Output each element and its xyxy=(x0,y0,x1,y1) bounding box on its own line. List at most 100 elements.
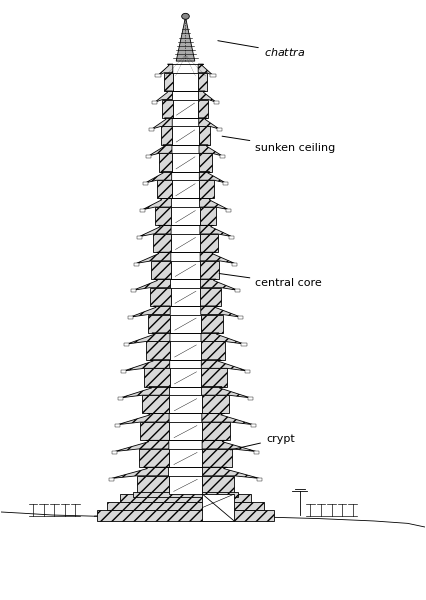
Polygon shape xyxy=(202,467,259,478)
Bar xyxy=(153,101,158,104)
Bar xyxy=(124,343,130,346)
Polygon shape xyxy=(139,226,171,236)
Bar xyxy=(201,368,227,386)
Bar xyxy=(141,422,169,440)
Polygon shape xyxy=(176,16,195,61)
Polygon shape xyxy=(201,279,238,290)
Bar xyxy=(235,289,240,292)
Bar xyxy=(109,478,114,481)
Bar xyxy=(242,343,247,346)
Bar xyxy=(150,287,170,306)
Polygon shape xyxy=(155,91,173,102)
Polygon shape xyxy=(118,413,169,425)
Text: central core: central core xyxy=(219,274,322,288)
Polygon shape xyxy=(202,413,253,425)
Polygon shape xyxy=(199,172,225,183)
Bar xyxy=(121,370,127,373)
Polygon shape xyxy=(112,467,169,478)
Bar xyxy=(202,494,234,521)
Bar xyxy=(201,341,225,360)
Bar xyxy=(213,101,219,104)
Bar xyxy=(142,395,170,413)
Polygon shape xyxy=(201,333,244,344)
Bar xyxy=(131,289,136,292)
Bar xyxy=(146,341,170,360)
Bar xyxy=(159,154,172,172)
Bar xyxy=(251,424,256,427)
Bar xyxy=(115,424,120,427)
Bar xyxy=(157,180,172,199)
Bar xyxy=(153,234,171,252)
Bar xyxy=(146,155,151,158)
Bar xyxy=(200,207,216,226)
Bar xyxy=(144,368,170,386)
Bar xyxy=(201,395,229,413)
Bar xyxy=(202,476,234,494)
Bar xyxy=(170,341,201,360)
Bar xyxy=(200,234,218,252)
Polygon shape xyxy=(130,306,170,317)
Text: crypt: crypt xyxy=(230,434,295,450)
Bar xyxy=(170,314,201,333)
Bar xyxy=(169,476,202,494)
Bar xyxy=(173,73,198,91)
Polygon shape xyxy=(149,145,172,156)
Bar xyxy=(210,74,216,77)
Bar xyxy=(169,449,202,467)
Bar xyxy=(149,128,154,131)
Polygon shape xyxy=(146,172,172,183)
Bar xyxy=(239,316,244,319)
Bar xyxy=(162,100,173,118)
Bar xyxy=(140,209,145,212)
Text: sunken ceiling: sunken ceiling xyxy=(222,136,336,153)
Bar xyxy=(172,154,199,172)
Bar xyxy=(226,209,231,212)
Polygon shape xyxy=(158,64,173,75)
Polygon shape xyxy=(200,226,232,236)
Bar xyxy=(200,261,219,279)
Bar xyxy=(137,236,142,239)
Polygon shape xyxy=(200,252,235,263)
Bar xyxy=(198,73,207,91)
Polygon shape xyxy=(115,440,169,452)
Bar xyxy=(201,314,223,333)
Bar xyxy=(171,261,200,279)
Bar xyxy=(172,180,199,199)
Bar xyxy=(143,182,148,185)
Bar xyxy=(164,73,173,91)
Polygon shape xyxy=(152,118,172,129)
Bar xyxy=(161,127,172,145)
Polygon shape xyxy=(199,118,219,129)
Bar xyxy=(120,494,251,502)
Bar xyxy=(170,395,201,413)
Polygon shape xyxy=(198,64,213,75)
Bar xyxy=(155,207,171,226)
Bar xyxy=(254,451,259,454)
Polygon shape xyxy=(136,252,171,263)
Bar xyxy=(199,180,214,199)
Bar xyxy=(170,368,201,386)
Polygon shape xyxy=(127,333,170,344)
Bar xyxy=(199,127,210,145)
Polygon shape xyxy=(199,145,222,156)
Bar xyxy=(112,451,117,454)
Bar xyxy=(217,128,222,131)
Bar xyxy=(138,449,169,467)
Polygon shape xyxy=(142,199,171,209)
Bar xyxy=(248,397,253,400)
Ellipse shape xyxy=(181,13,189,19)
Text: $chattra$: $chattra$ xyxy=(218,41,305,58)
Bar xyxy=(107,502,264,510)
Bar xyxy=(133,493,238,497)
Bar xyxy=(223,182,228,185)
Bar xyxy=(173,100,199,118)
Bar xyxy=(220,155,225,158)
Polygon shape xyxy=(201,360,247,371)
Bar xyxy=(169,422,202,440)
Bar xyxy=(148,314,170,333)
Bar xyxy=(172,127,199,145)
Bar xyxy=(170,287,201,306)
Bar xyxy=(171,207,200,226)
Polygon shape xyxy=(202,440,256,452)
Bar xyxy=(245,370,250,373)
